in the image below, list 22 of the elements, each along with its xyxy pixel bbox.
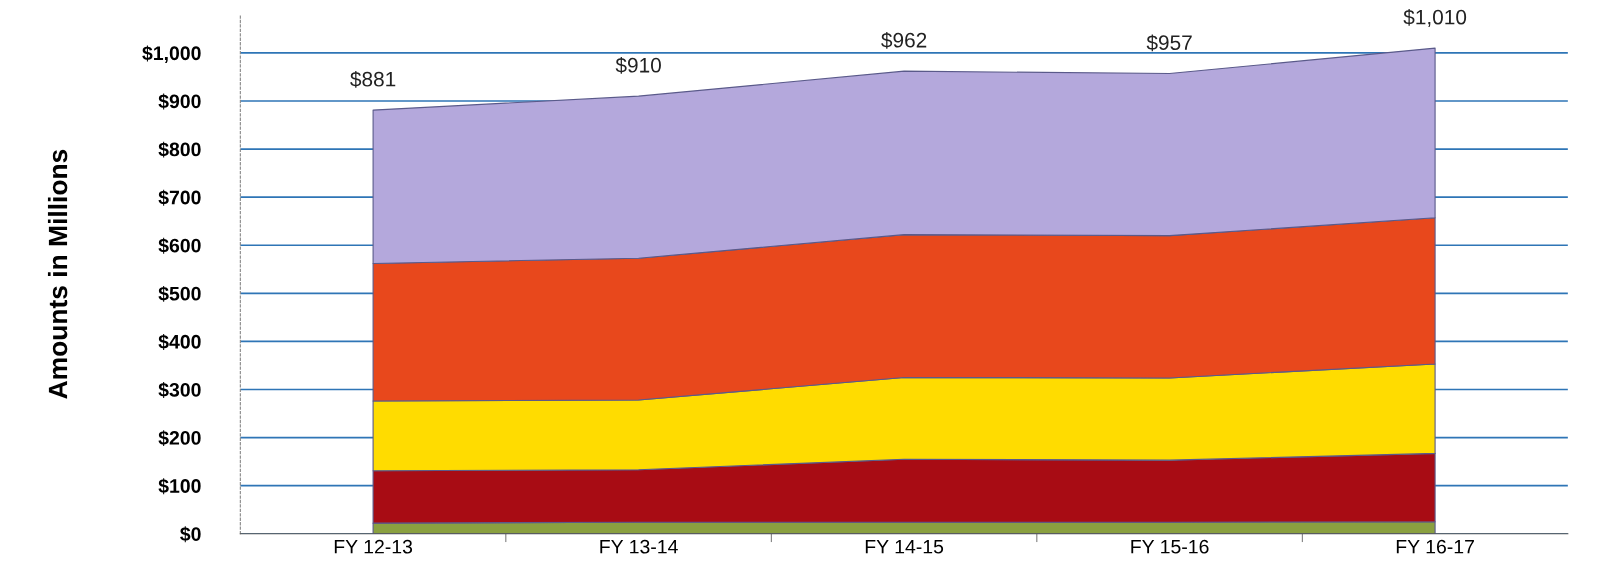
y-tick-label: $200 [158,430,201,447]
x-tick-label: FY 13-14 [600,539,678,554]
total-label: $910 [615,56,661,74]
x-tick-label: FY 14-15 [865,539,944,554]
x-tick-label: FY 12-13 [334,539,413,554]
y-tick-label: $100 [158,478,201,495]
x-tick-label: FY 15-16 [1131,539,1209,554]
y-tick-label: $0 [180,526,201,543]
total-label: $962 [881,31,927,49]
x-tick-label: FY 16-17 [1396,539,1474,554]
y-tick-label: $600 [158,237,201,254]
y-tick-label: $500 [158,285,201,302]
y-tick-label: $700 [158,189,201,206]
total-label: $881 [350,70,396,88]
y-tick-label: $900 [158,93,201,110]
total-label: $1,010 [1403,8,1467,27]
y-tick-label: $1,000 [142,45,201,63]
y-tick-label: $400 [158,334,201,350]
total-label: $957 [1146,34,1192,52]
y-axis-title: Amounts in Millions [47,149,68,399]
y-tick-label: $300 [158,382,201,398]
y-tick-label: $800 [158,141,201,158]
